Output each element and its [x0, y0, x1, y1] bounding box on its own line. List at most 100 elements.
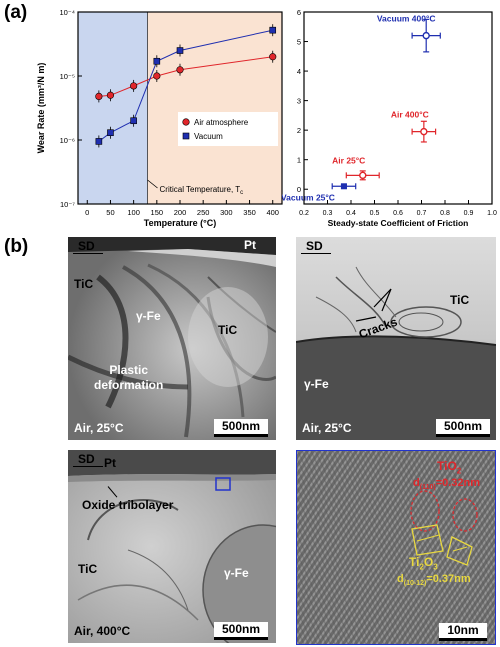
chart1-y-tick-label: 10⁻⁷ [60, 200, 75, 209]
low-temperature-region [78, 12, 148, 204]
panel-a-label: (a) [4, 2, 28, 23]
chart2-point-label: Vacuum 25°C [282, 192, 335, 202]
chart1-data-point [95, 138, 103, 145]
hrtem-d1-label: d(110)=0.32nm [413, 477, 481, 492]
chart2-x-tick-label: 0.3 [323, 210, 333, 217]
chart1-data-point [269, 53, 277, 61]
chart2-xlabel: Steady-state Coefficient of Friction [328, 218, 469, 228]
hrtem-image-oxide-phases: TiO2 d(110)=0.32nm Ti2O3 d(10-12)=0.37nm… [296, 450, 496, 645]
chart2-x-tick-label: 0.5 [370, 210, 380, 217]
chart1-data-point [153, 57, 161, 65]
tem1-tic-right-label: TiC [218, 323, 238, 337]
chart1-y-tick-label: 10⁻⁶ [60, 136, 75, 145]
chart2-x-tick-label: 0.2 [299, 210, 309, 217]
hrtem-phase1-label: TiO2 [437, 459, 462, 476]
tem3-gamma-fe-label: γ-Fe [224, 566, 249, 580]
chart1-legend-marker [182, 118, 190, 126]
chart2-y-tick-label: 3 [297, 97, 301, 106]
chart2-y-tick-label: 4 [297, 67, 301, 76]
chart1-legend-box [178, 112, 278, 146]
chart1-data-point [95, 92, 103, 101]
chart2-x-tick-label: 0.8 [440, 210, 450, 217]
sd-arrow-icon [73, 466, 103, 467]
chart2-y-tick-label: 1 [297, 156, 301, 165]
chart2-data-point [422, 31, 430, 40]
chart1-legend-marker [182, 132, 190, 140]
chart1-xlabel: Temperature (°C) [144, 218, 216, 228]
tem1-pt-label: Pt [244, 238, 256, 252]
chart1-data-point [153, 72, 161, 80]
chart1-data-point [130, 82, 138, 90]
chart2-x-tick-label: 0.6 [393, 210, 403, 217]
chart1-x-tick-label: 50 [106, 208, 114, 217]
tem3-pt-label: Pt [104, 456, 116, 470]
tem3-tic-label: TiC [78, 562, 98, 576]
hrtem-d2-label: d(10-12)=0.37nm [397, 573, 471, 588]
chart1-x-tick-label: 400 [266, 208, 279, 217]
chart1-legend-label: Vacuum [194, 132, 223, 141]
chart2-data-point [359, 171, 367, 180]
tem1-tic-left-label: TiC [74, 277, 94, 291]
chart1-y-tick-label: 10⁻⁵ [60, 72, 75, 81]
tem-image-air-25c-overview: SD Pt TiC γ-Fe TiC Plastic deformation A… [68, 237, 276, 440]
chart2-y-tick-label: 5 [297, 38, 301, 47]
chart1-x-tick-label: 200 [174, 208, 187, 217]
chart1-x-tick-label: 100 [127, 208, 140, 217]
chart2-data-point [420, 127, 428, 136]
chart2-y-tick-label: 0 [297, 185, 301, 194]
tem1-scale-bar: 500nm [214, 419, 268, 437]
chart1-data-point [106, 91, 115, 99]
hrtem-phase2-label: Ti2O3 [409, 555, 438, 572]
hrtem-scale-bar: 10nm [439, 623, 487, 641]
chart1-y-tick-label: 10⁻⁴ [59, 8, 75, 17]
high-temperature-region [147, 12, 282, 204]
tem3-oxide-tribolayer-label: Oxide tribolayer [82, 498, 174, 512]
sd-arrow-icon [73, 253, 103, 254]
chart2-point-label: Air 25°C [332, 155, 365, 165]
critical-temperature-subscript: c [240, 190, 243, 196]
chart2-point-label: Air 400°C [391, 110, 429, 120]
chart2-y-tick-label: 6 [297, 8, 301, 17]
tem-image-air-400c: SD Pt Oxide tribolayer TiC γ-Fe Air, 400… [68, 450, 276, 643]
chart1-ylabel: Wear Rate (mm³/N m) [36, 63, 46, 154]
tem-image-air-25c-cracks: SD TiC Cracks γ-Fe Air, 25°C 500nm [296, 237, 496, 440]
chart2-y-tick-label: 2 [297, 126, 301, 135]
chart1-data-point [176, 47, 184, 54]
tem1-gamma-fe-label: γ-Fe [136, 309, 161, 323]
panel-b-label: (b) [4, 236, 29, 257]
chart1-x-tick-label: 350 [243, 208, 256, 217]
chart1-data-point [176, 66, 184, 74]
tem3-sd-label: SD [78, 452, 95, 466]
chart1-x-tick-label: 250 [197, 208, 210, 217]
chart2-x-tick-label: 0.9 [464, 210, 474, 217]
critical-temperature-annotation: Critical Temperature, Tc [147, 179, 244, 196]
tem3-scale-bar: 500nm [214, 622, 268, 640]
tem2-scale-bar: 500nm [436, 419, 490, 437]
tem2-condition-label: Air, 25°C [302, 421, 352, 435]
tem3-condition-label: Air, 400°C [74, 624, 131, 638]
tem1-condition-label: Air, 25°C [74, 421, 124, 435]
wear-rate-vs-friction-chart: Vacuum 400°C Air 400°C Air 25°C Vacuum 25°C… [282, 8, 497, 228]
tem1-plastic-deformation-label: Plastic deformation [94, 363, 164, 392]
tem2-sd-label: SD [306, 239, 323, 253]
chart1-x-tick-label: 150 [151, 208, 164, 217]
chart2-x-tick-label: 0.7 [417, 210, 427, 217]
chart1-x-tick-label: 300 [220, 208, 233, 217]
chart1-legend-label: Air atmosphere [194, 118, 249, 127]
chart2-point-label: Vacuum 400°C [377, 14, 436, 24]
wear-rate-vs-temperature-chart: 0 50 100 150 200 250 300 350 400 10⁻⁷ 10⁻⁶ 10⁻⁵ 10⁻⁴… [36, 8, 283, 228]
tem1-sd-label: SD [78, 239, 95, 253]
tem2-gamma-fe-label: γ-Fe [304, 377, 329, 391]
tem2-tic-label: TiC [450, 293, 470, 307]
chart1-data-point [130, 117, 137, 125]
chart1-x-tick-label: 0 [85, 208, 89, 217]
critical-temperature-label: Critical Temperature, Tc [160, 185, 244, 196]
critical-temperature-pointer [147, 179, 158, 189]
sd-arrow-icon [301, 253, 331, 254]
chart2-x-tick-label: 1.0 [487, 210, 497, 217]
chart1-legend: Air atmosphere Vacuum [178, 112, 278, 146]
chart1-data-point [107, 129, 114, 137]
chart2-x-tick-label: 0.4 [346, 210, 356, 217]
chart2-data-point [340, 183, 347, 190]
chart1-data-point [269, 26, 277, 34]
